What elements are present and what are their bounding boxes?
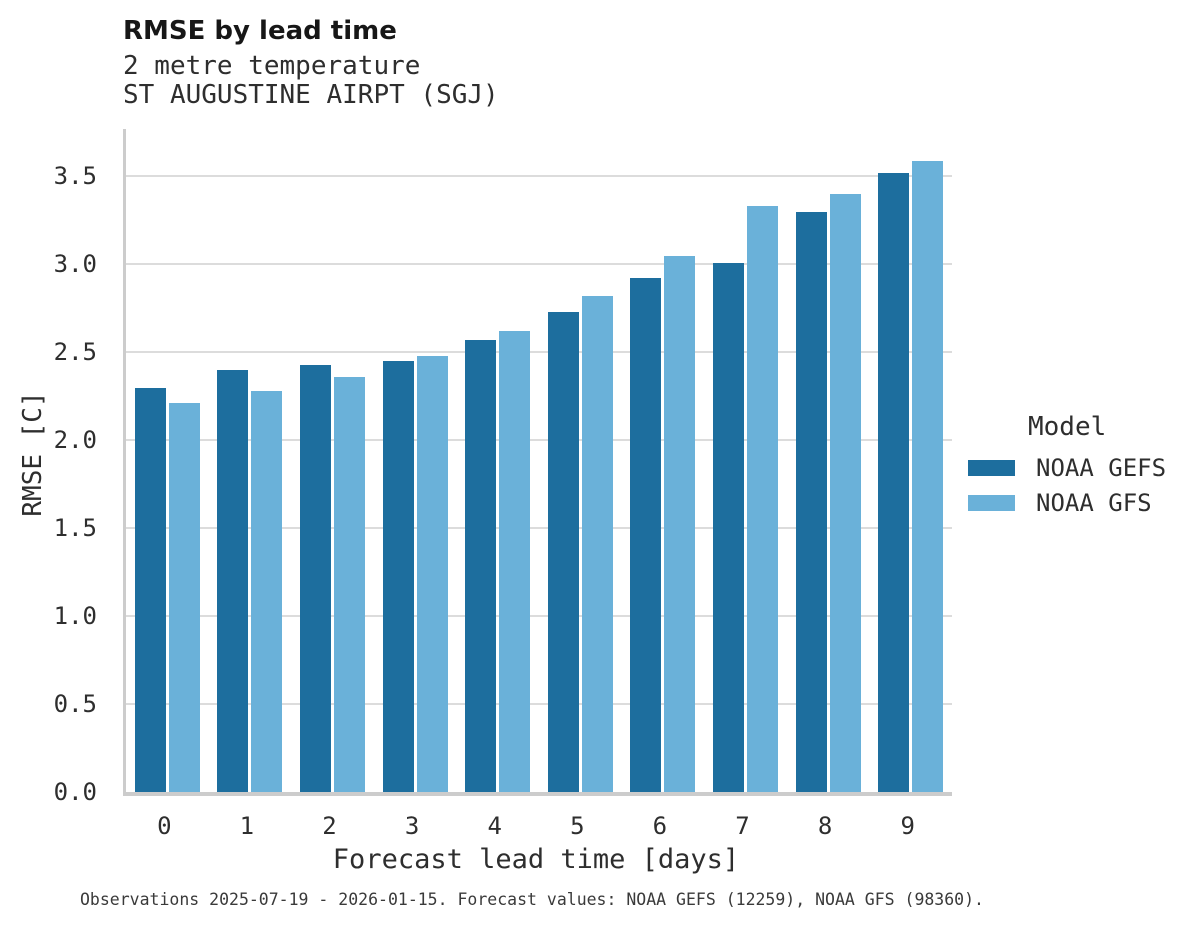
chart-title: RMSE by lead time (123, 16, 397, 46)
x-tick-label-5: 5 (570, 812, 585, 840)
legend-title: Model (1028, 412, 1107, 442)
legend-label-noaa-gfs: NOAA GFS (1036, 488, 1152, 517)
y-tick-label-0.5: 0.5 (53, 690, 97, 719)
x-tick-label-6: 6 (652, 812, 668, 840)
y-tick-label-3.5: 3.5 (53, 162, 97, 191)
bar-noaa-gfs-lead-4 (499, 331, 531, 792)
bar-noaa-gefs-lead-6 (630, 278, 662, 792)
x-tick-label-8: 8 (817, 812, 833, 840)
bar-noaa-gefs-lead-9 (878, 172, 910, 792)
legend: Model NOAA GEFS NOAA GFS (968, 412, 1166, 520)
bar-noaa-gfs-lead-7 (747, 206, 778, 792)
x-axis-label: Forecast lead time [days] (332, 844, 740, 875)
gridline-y-2.5 (126, 351, 952, 354)
gridline-y-1 (126, 615, 952, 618)
legend-label-noaa-gefs: NOAA GEFS (1036, 453, 1167, 482)
bar-noaa-gfs-lead-6 (664, 255, 696, 792)
y-tick-label-1.0: 1.0 (53, 602, 97, 631)
legend-item-noaa-gefs: NOAA GEFS (968, 450, 1166, 485)
gridline-y-0.5 (126, 703, 952, 706)
y-axis-tick-labels: 0.0 0.5 1.0 1.5 2.0 2.5 3.0 3.5 (0, 129, 123, 806)
legend-swatch-noaa-gefs (968, 459, 1015, 476)
x-tick-label-9: 9 (900, 812, 915, 840)
legend-item-noaa-gfs: NOAA GFS (968, 485, 1166, 520)
legend-swatch-noaa-gfs (968, 494, 1015, 511)
bar-noaa-gefs-lead-1 (217, 369, 249, 792)
gridline-y-3 (126, 263, 952, 266)
y-tick-label-2.5: 2.5 (53, 338, 97, 367)
bar-noaa-gefs-lead-8 (795, 211, 827, 792)
x-tick-label-7: 7 (735, 812, 750, 840)
bar-noaa-gefs-lead-7 (713, 262, 744, 792)
y-tick-label-3.0: 3.0 (53, 250, 97, 279)
x-tick-label-3: 3 (404, 812, 420, 840)
gridline-y-3.5 (126, 175, 952, 178)
bar-noaa-gefs-lead-2 (300, 364, 331, 792)
y-tick-label-2.0: 2.0 (53, 426, 97, 455)
x-axis-tick-labels: 0 1 2 3 4 5 6 7 8 9 (123, 812, 949, 846)
bar-noaa-gfs-lead-3 (416, 355, 448, 792)
y-tick-label-0.0: 0.0 (53, 778, 97, 806)
bar-noaa-gefs-lead-5 (547, 311, 579, 792)
bar-noaa-gefs-lead-0 (134, 387, 166, 792)
bar-noaa-gfs-lead-9 (912, 160, 944, 792)
x-tick-label-1: 1 (239, 812, 255, 840)
bar-noaa-gfs-lead-8 (829, 194, 861, 792)
plot-area (123, 129, 952, 796)
gridline-y-2 (126, 439, 952, 442)
footnote-caption: Observations 2025-07-19 - 2026-01-15. Fo… (80, 890, 984, 909)
bar-noaa-gefs-lead-4 (465, 340, 497, 792)
bar-noaa-gfs-lead-5 (581, 296, 613, 792)
bar-noaa-gfs-lead-0 (168, 403, 200, 792)
x-tick-label-4: 4 (487, 812, 502, 840)
chart-subtitle-station: ST AUGUSTINE AIRPT (SGJ) (123, 80, 499, 110)
gridline-y-1.5 (126, 527, 952, 530)
bar-noaa-gfs-lead-1 (251, 391, 283, 792)
chart-subtitle-variable: 2 metre temperature (123, 51, 421, 81)
bar-noaa-gefs-lead-3 (382, 361, 414, 792)
y-tick-label-1.5: 1.5 (53, 514, 97, 543)
x-tick-label-0: 0 (157, 812, 172, 840)
x-tick-label-2: 2 (322, 812, 337, 840)
bar-noaa-gfs-lead-2 (334, 376, 365, 792)
